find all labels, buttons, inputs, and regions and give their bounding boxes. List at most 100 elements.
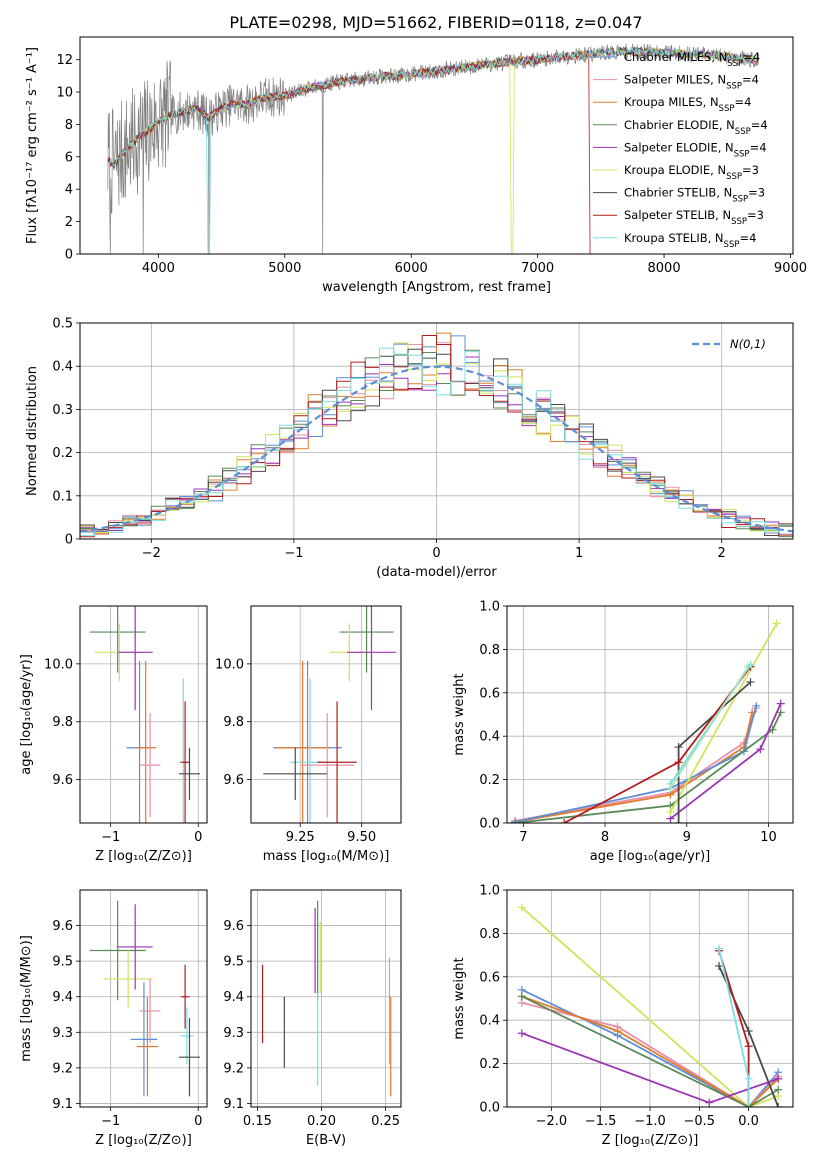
y-tick-label: 0.2 [52,446,73,461]
x-tick-label: 7000 [521,261,554,276]
weight-marker [613,1027,622,1036]
figure-title: PLATE=0298, MJD=51662, FIBERID=0118, z=0… [229,13,642,32]
mass-weight-vs-metallicity-panel: −2.0 −1.5 −1.0 −0.5 0.0 0.0 0.2 0.4 0.6 0.8 1.0 Z [… [452,884,794,1148]
y-tick-label: 0.0 [479,817,500,832]
x-tick-label: 0 [194,830,202,845]
legend-label: Salpeter ELODIE, NSSP=4 [624,140,767,159]
y-tick-label: 12 [56,53,73,68]
errorbar-point [346,606,397,711]
age-vs-mass-panel: 9.25 9.50 9.6 9.8 10.0 mass [log₁₀(M/M⊙)] [215,605,402,864]
x-tick-label: 0.15 [243,1114,272,1129]
weight-marker [774,1085,783,1094]
errorbar-point [179,1007,194,1065]
x-tick-label: −0.5 [684,1114,716,1129]
errorbar-point [317,701,357,823]
x-tick-label: 7 [519,830,527,845]
errorbar-point [339,606,394,673]
x-axis-label: (data-model)/error [376,565,497,580]
weight-marker [776,699,785,708]
axes-frame [79,36,794,255]
weight-marker [517,992,526,1001]
errorbar-point [178,1018,200,1097]
errorbar-point [180,701,190,823]
x-tick-label: 0.25 [371,1114,400,1129]
weight-marker [511,819,520,823]
errorbar-point [263,747,328,800]
x-axis-label: wavelength [Angstrom, rest frame] [322,280,551,295]
y-tick-label: 9.8 [223,715,244,730]
y-tick-label: 9.2 [52,1061,73,1076]
weight-line [718,948,750,1107]
y-axis-label: mass [log₁₀(M/M⊙)] [19,935,34,1062]
y-tick-label: 0.3 [52,403,73,418]
mass-weight-vs-age-panel: 7 8 9 10 0.0 0.2 0.4 0.6 0.8 1.0 age [log₁₀(age/yr… [452,600,794,864]
weight-line [563,666,752,823]
weight-marker [666,808,675,817]
errorbar-point [300,713,355,818]
errorbar-points [89,606,200,823]
errorbar-point [139,978,161,1043]
grid-lines [507,889,793,1108]
weight-marker [666,784,675,793]
errorbar-point [89,900,146,1001]
y-tick-label: 1.0 [479,600,500,615]
errorbar-point [139,713,161,818]
y-tick-label: 0.8 [479,927,500,942]
weight-line [515,705,758,823]
y-tick-label: 0.4 [479,730,500,745]
y-tick-label: 9.6 [223,773,244,788]
errorbar-point [130,982,158,1097]
legend-label: Salpeter MILES, NSSP=4 [624,73,759,92]
x-axis-label: Z [log₁₀(Z/Z⊙)] [95,849,192,864]
weight-marker [674,819,683,823]
residuals-histogram-panel: −2 −1 0 1 2 0 0.1 0.2 0.3 0.4 0.5 (data-model)/erro… [25,317,794,580]
weight-marker [705,1098,714,1107]
errorbar-points [263,606,397,823]
weight-marker [744,1042,753,1051]
x-tick-label: −1 [101,830,120,845]
y-tick-label: 9.5 [223,955,244,970]
weight-marker [744,1103,753,1107]
histogram-series [80,356,793,533]
y-tick-label: 0 [65,533,73,548]
axes-frame [79,605,208,824]
x-axis-label: age [log₁₀(age/yr)] [590,849,711,864]
legend-label: Kroupa STELIB, NSSP=4 [624,231,756,250]
weight-marker [776,708,785,717]
legend-label: Salpeter STELIB, NSSP=3 [624,208,764,227]
y-tick-label: 9.5 [52,955,73,970]
y-tick-label: 0.6 [479,970,500,985]
weight-line [669,622,778,813]
errorbar-point [136,996,158,1097]
x-tick-label: −1.5 [585,1114,617,1129]
y-axis-label: age [log₁₀(age/yr)] [19,654,34,775]
model-spectrum-line [107,46,759,254]
spectrum-panel: 4000 5000 6000 7000 8000 9000 0 2 4 6 8 10 12 wavelen… [25,36,807,295]
y-tick-label: 0.2 [479,773,500,788]
weight-marker [746,677,755,686]
errorbar-point [103,950,153,1008]
weight-marker [752,701,761,710]
legend-label: N(0,1) [730,337,766,351]
spectrum-legend: Chabrier MILES, NSSP=4 Salpeter MILES, NS… [593,50,768,250]
errorbar-point [89,606,146,673]
y-tick-label: 4 [65,183,73,198]
weight-line [521,995,779,1107]
y-tick-label: 9.4 [223,990,244,1005]
y-tick-label: 9.3 [52,1026,73,1041]
histogram-steps [80,332,793,538]
y-tick-label: 10.0 [44,657,73,672]
errorbar-point [178,747,200,800]
axes-frame [250,605,402,824]
histogram-series [80,335,793,538]
weight-marker [744,1027,753,1036]
weight-marker [715,961,724,970]
y-tick-label: 0.8 [479,643,500,658]
errorbar-point [135,660,157,823]
x-tick-label: −1 [284,546,303,561]
y-tick-label: 6 [65,150,73,165]
errorbar-points [261,900,392,1097]
axes-frame [250,889,402,1108]
x-tick-label: 0.0 [738,1114,759,1129]
age-vs-metallicity-panel: −1 0 9.6 9.8 10.0 Z [log₁₀(Z/Z⊙)] age [log₁₀(a… [19,605,208,864]
